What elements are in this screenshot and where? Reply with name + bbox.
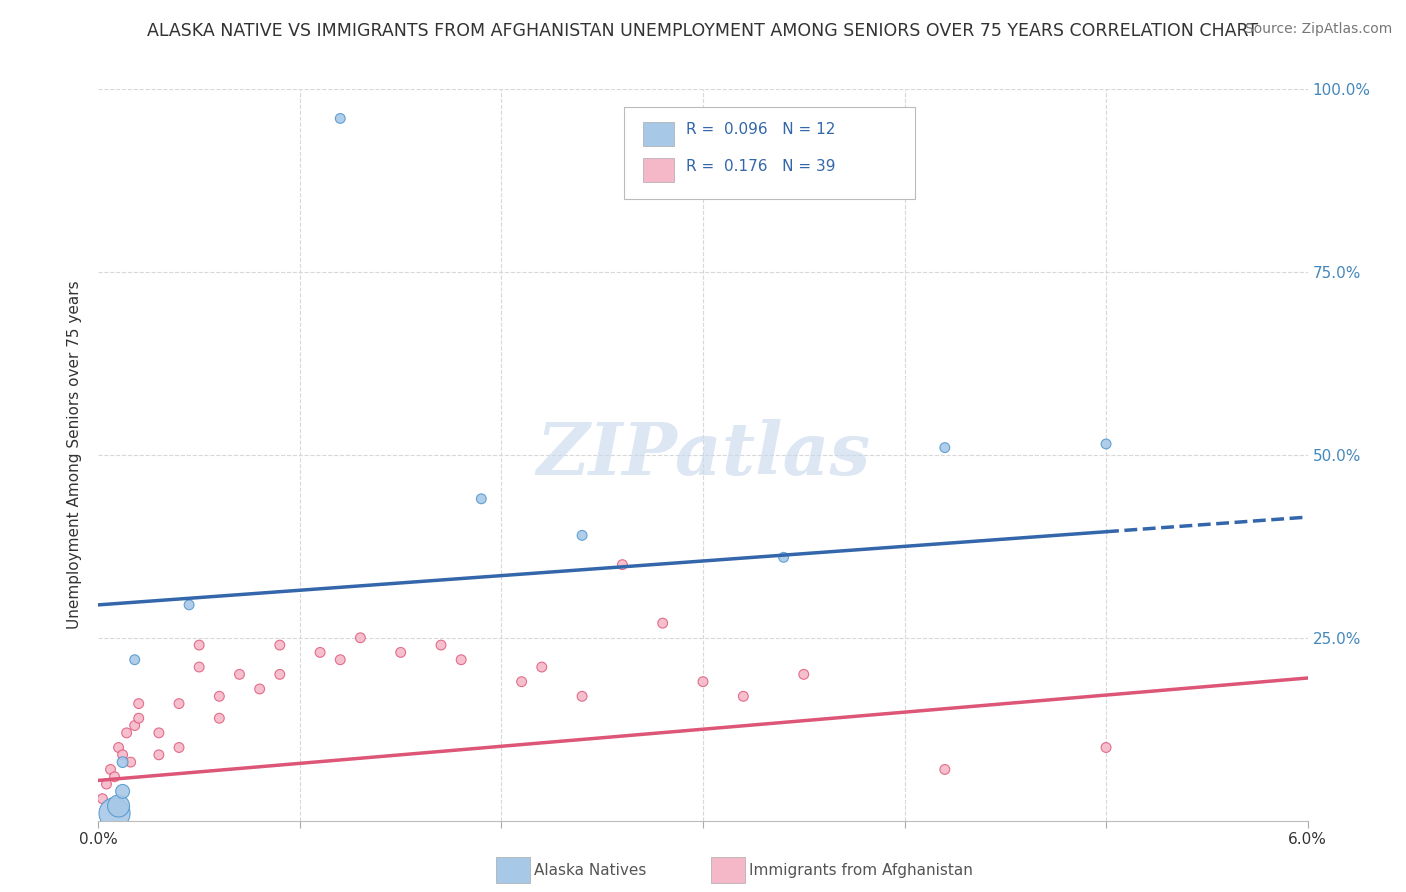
Point bbox=[91, 791, 114, 805]
FancyBboxPatch shape bbox=[643, 121, 673, 145]
Point bbox=[100, 763, 122, 777]
Point bbox=[530, 660, 553, 674]
Point bbox=[188, 638, 211, 652]
Point bbox=[269, 638, 291, 652]
Text: Alaska Natives: Alaska Natives bbox=[534, 863, 647, 878]
Point bbox=[430, 638, 453, 652]
Point bbox=[128, 697, 150, 711]
Point bbox=[120, 755, 142, 769]
Point bbox=[692, 674, 714, 689]
Point bbox=[309, 645, 332, 659]
FancyBboxPatch shape bbox=[643, 158, 673, 182]
Point bbox=[111, 784, 134, 798]
Point bbox=[103, 770, 125, 784]
Point bbox=[793, 667, 815, 681]
Point bbox=[103, 806, 125, 821]
Point bbox=[228, 667, 250, 681]
FancyBboxPatch shape bbox=[624, 108, 915, 199]
Point bbox=[249, 681, 271, 696]
Point bbox=[612, 558, 634, 572]
Text: R =  0.176   N = 39: R = 0.176 N = 39 bbox=[686, 159, 835, 174]
Point bbox=[329, 112, 352, 126]
Point bbox=[1095, 740, 1118, 755]
Point bbox=[179, 598, 201, 612]
Point bbox=[107, 799, 129, 814]
Text: ZIPatlas: ZIPatlas bbox=[536, 419, 870, 491]
Text: Immigrants from Afghanistan: Immigrants from Afghanistan bbox=[749, 863, 973, 878]
Point bbox=[115, 726, 138, 740]
Point bbox=[934, 763, 956, 777]
Point bbox=[651, 616, 673, 631]
Point bbox=[470, 491, 492, 506]
Point bbox=[111, 747, 134, 762]
Y-axis label: Unemployment Among Seniors over 75 years: Unemployment Among Seniors over 75 years bbox=[67, 281, 83, 629]
Point bbox=[124, 718, 146, 732]
Point bbox=[1095, 437, 1118, 451]
Text: ALASKA NATIVE VS IMMIGRANTS FROM AFGHANISTAN UNEMPLOYMENT AMONG SENIORS OVER 75 : ALASKA NATIVE VS IMMIGRANTS FROM AFGHANI… bbox=[148, 22, 1258, 40]
Point bbox=[167, 697, 190, 711]
Point bbox=[733, 690, 755, 704]
Point bbox=[389, 645, 412, 659]
Point bbox=[148, 747, 170, 762]
Text: Source: ZipAtlas.com: Source: ZipAtlas.com bbox=[1244, 22, 1392, 37]
Point bbox=[111, 755, 134, 769]
Point bbox=[208, 711, 231, 725]
Point bbox=[349, 631, 371, 645]
Point bbox=[450, 653, 472, 667]
Point bbox=[571, 690, 593, 704]
Point bbox=[329, 653, 352, 667]
Point bbox=[128, 711, 150, 725]
Point bbox=[510, 674, 533, 689]
Point bbox=[571, 528, 593, 542]
Point bbox=[124, 653, 146, 667]
Text: R =  0.096   N = 12: R = 0.096 N = 12 bbox=[686, 122, 835, 137]
Point bbox=[269, 667, 291, 681]
Point bbox=[208, 690, 231, 704]
Point bbox=[772, 550, 794, 565]
Point bbox=[188, 660, 211, 674]
Point bbox=[107, 740, 129, 755]
Point bbox=[167, 740, 190, 755]
Point bbox=[148, 726, 170, 740]
Point bbox=[96, 777, 118, 791]
Point bbox=[934, 441, 956, 455]
